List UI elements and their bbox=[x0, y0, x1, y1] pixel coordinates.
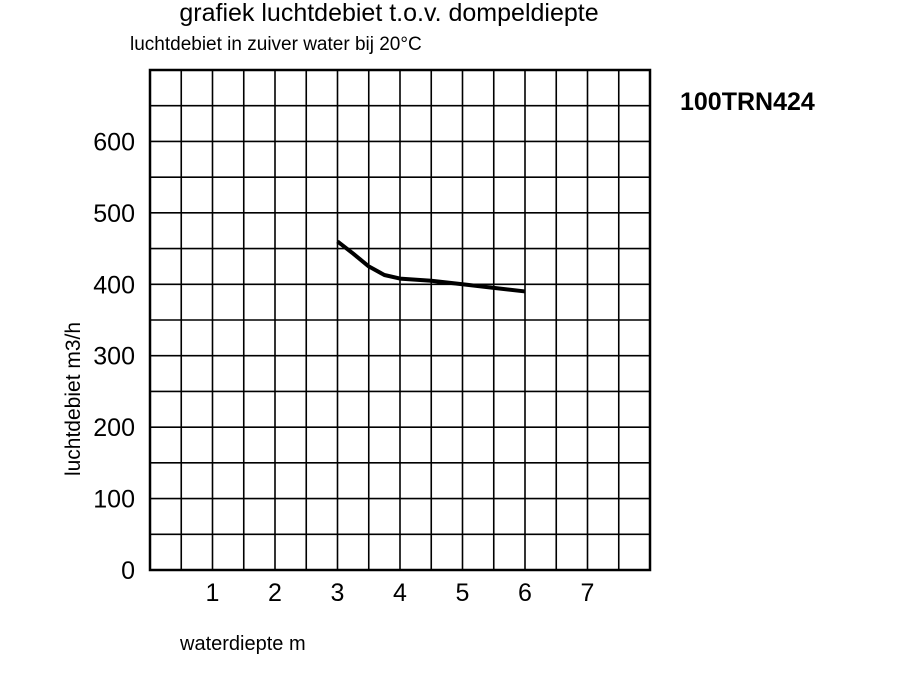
y-tick-label: 0 bbox=[121, 557, 135, 585]
x-tick-label: 5 bbox=[456, 579, 470, 607]
y-tick-label: 200 bbox=[93, 414, 135, 442]
chart-title: grafiek luchtdebiet t.o.v. dompeldiepte bbox=[179, 0, 598, 27]
y-tick-labels: 0 100 200 300 400 500 600 bbox=[93, 128, 135, 585]
x-tick-label: 3 bbox=[331, 579, 345, 607]
x-tick-label: 2 bbox=[268, 579, 282, 607]
x-tick-label: 1 bbox=[206, 579, 220, 607]
y-tick-label: 500 bbox=[93, 200, 135, 228]
model-label: 100TRN424 bbox=[680, 88, 815, 116]
y-tick-label: 300 bbox=[93, 343, 135, 371]
grid bbox=[150, 70, 650, 570]
series-layer bbox=[336, 239, 526, 294]
plot-frame bbox=[148, 68, 652, 572]
chart-subtitle: luchtdebiet in zuiver water bij 20°C bbox=[130, 34, 422, 55]
y-axis-label: luchtdebiet m3/h bbox=[62, 322, 85, 476]
x-tick-label: 6 bbox=[518, 579, 532, 607]
y-tick-label: 400 bbox=[93, 271, 135, 299]
x-axis-label: waterdiepte m bbox=[179, 633, 306, 655]
y-tick-label: 100 bbox=[93, 486, 135, 514]
x-tick-label: 7 bbox=[581, 579, 595, 607]
y-tick-label: 600 bbox=[93, 128, 135, 156]
x-tick-label: 4 bbox=[393, 579, 407, 607]
series-line bbox=[336, 239, 526, 294]
x-tick-labels: 1 2 3 4 5 6 7 bbox=[206, 579, 595, 607]
